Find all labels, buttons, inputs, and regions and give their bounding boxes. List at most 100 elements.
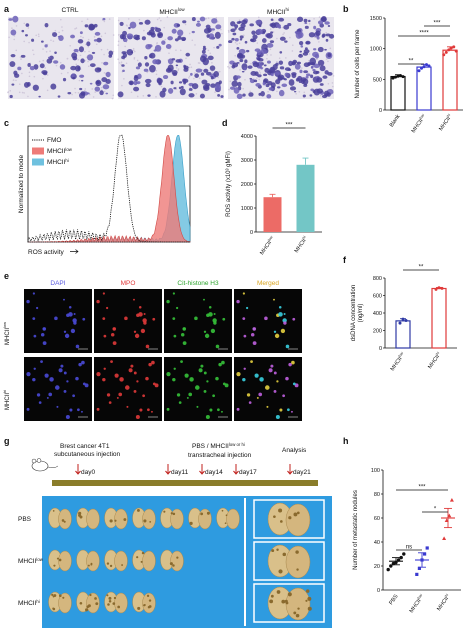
stained-cell: [279, 36, 286, 41]
membrane-pore: [87, 60, 89, 63]
stained-cell: [77, 66, 81, 71]
significance-label: ns: [406, 545, 412, 551]
fluorescent-cell: [81, 360, 85, 365]
membrane-pore: [84, 59, 87, 62]
stained-cell: [58, 35, 64, 42]
fluorescent-cell: [72, 394, 75, 398]
fluorescent-cell: [273, 371, 277, 375]
membrane-pore: [217, 76, 219, 79]
stained-cell: [144, 62, 150, 67]
stained-cell: [250, 70, 257, 76]
y-tick-label: 2000: [241, 182, 253, 188]
metastatic-nodule: [109, 519, 113, 523]
stained-cell: [46, 58, 53, 64]
membrane-pore: [9, 90, 12, 92]
timeline-arrow: [75, 464, 81, 475]
membrane-pore: [91, 88, 94, 90]
membrane-pore: [301, 67, 303, 69]
membrane-pore: [117, 44, 120, 46]
membrane-pore: [28, 71, 31, 74]
fluorescent-cell: [250, 333, 255, 337]
fluorescent-cell: [176, 393, 181, 397]
fluorescent-cell: [136, 380, 139, 383]
metastatic-nodule: [136, 556, 139, 559]
membrane-pore: [44, 67, 47, 69]
fluorescent-cell: [252, 341, 257, 346]
fluorescent-cell: [208, 312, 213, 317]
stained-cell: [183, 64, 187, 68]
data-point: [425, 546, 429, 550]
data-point: [417, 69, 421, 73]
membrane-pore: [221, 32, 223, 35]
metastatic-nodule: [305, 599, 308, 602]
stained-cell: [250, 38, 257, 43]
membrane-pore: [318, 16, 321, 19]
stained-cell: [235, 75, 241, 79]
metastatic-nodule: [143, 519, 147, 523]
fluorescent-cell: [279, 408, 283, 412]
fluorescent-cell: [268, 368, 273, 373]
mouse-icon: [31, 458, 59, 472]
stained-cell: [128, 80, 134, 86]
membrane-pore: [7, 91, 10, 93]
membrane-pore: [71, 93, 73, 96]
fluorescent-cell: [265, 385, 270, 390]
fluorescent-cell: [138, 312, 143, 317]
fluorescent-cell: [40, 333, 45, 337]
stained-cell: [316, 77, 323, 83]
membrane-pore: [256, 77, 258, 79]
y-tick-label: 3000: [241, 158, 253, 164]
metastatic-nodule: [136, 508, 140, 512]
stained-cell: [303, 18, 308, 23]
lung-lobe: [58, 592, 72, 614]
stained-cell: [313, 25, 317, 30]
metastatic-nodule: [52, 607, 56, 611]
membrane-pore: [188, 32, 191, 35]
stained-cell: [234, 24, 239, 29]
lung-specimen: [48, 507, 72, 530]
y-tick-label: 80: [374, 492, 380, 498]
stained-cell: [313, 63, 321, 69]
membrane-pore: [27, 95, 29, 98]
membrane-pore: [156, 43, 158, 45]
stained-cell: [319, 83, 324, 86]
fluorescent-cell: [189, 377, 194, 382]
membrane-pore: [329, 47, 332, 50]
row-label: PBS: [18, 516, 32, 523]
stained-cell: [11, 83, 15, 86]
stained-cell: [94, 31, 101, 36]
metastatic-nodule: [85, 608, 89, 612]
fluorescent-cell: [42, 341, 47, 346]
stained-cell: [270, 18, 274, 21]
fluorescent-cell: [135, 414, 140, 420]
timeline-day: day21: [293, 469, 311, 476]
stained-cell: [129, 21, 137, 29]
membrane-pore: [282, 26, 284, 29]
membrane-pore: [118, 62, 121, 64]
stained-cell: [210, 76, 214, 80]
stained-cell: [191, 30, 195, 34]
data-point: [449, 498, 454, 502]
membrane-pore: [228, 67, 231, 69]
stained-cell: [190, 72, 193, 76]
membrane-pore: [163, 26, 165, 29]
mouse-tail: [47, 465, 59, 469]
metastatic-nodule: [90, 563, 93, 566]
legend-swatch: [32, 147, 44, 155]
metastatic-nodule: [206, 511, 210, 515]
photo-divider: [244, 498, 246, 626]
membrane-pore: [58, 31, 60, 34]
fluorescent-cell: [221, 360, 225, 365]
stained-cell: [87, 92, 90, 95]
fluorescent-cell: [215, 376, 219, 381]
fluorescent-cell: [166, 372, 171, 377]
metastatic-nodule: [271, 549, 275, 553]
membrane-pore: [103, 53, 105, 56]
fluorescent-cell: [264, 316, 268, 321]
stained-cell: [185, 52, 191, 57]
membrane-pore: [136, 59, 139, 62]
data-point: [401, 317, 405, 321]
data-point: [389, 564, 393, 568]
stained-cell: [236, 61, 240, 64]
stained-cell: [327, 24, 331, 28]
